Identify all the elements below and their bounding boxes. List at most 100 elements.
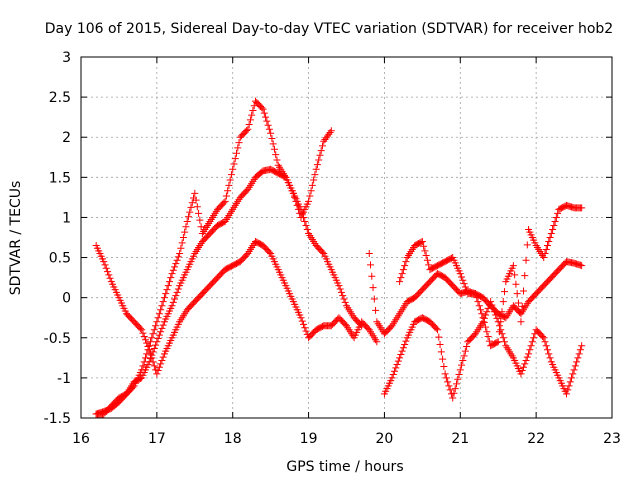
data-point-track-2 xyxy=(318,142,326,150)
data-point-track-5 xyxy=(523,241,531,249)
data-point-track-5 xyxy=(547,229,555,237)
data-point-track-2 xyxy=(149,330,157,338)
x-tick-label: 22 xyxy=(527,431,545,447)
data-point-track-4 xyxy=(565,382,573,390)
data-point-track-1 xyxy=(300,320,308,328)
data-point-track-5 xyxy=(401,262,409,270)
data-point-track-4 xyxy=(435,333,443,341)
data-point-track-4 xyxy=(450,389,458,397)
data-point-track-2 xyxy=(220,199,228,207)
data-point-track-2 xyxy=(230,160,238,168)
data-point-track-4 xyxy=(495,322,503,330)
data-point-track-1 xyxy=(155,363,163,371)
data-point-track-2 xyxy=(178,239,186,247)
data-point-track-4 xyxy=(436,340,444,348)
data-point-track-4 xyxy=(538,332,546,340)
data-point-track-4 xyxy=(499,334,507,342)
data-point-track-5 xyxy=(417,238,425,246)
data-point-track-2 xyxy=(263,117,271,125)
data-point-track-3 xyxy=(173,288,181,296)
data-point-track-5 xyxy=(475,302,483,310)
data-point-track-1 xyxy=(136,324,144,332)
data-point-track-5 xyxy=(456,270,464,278)
data-point-track-4 xyxy=(574,354,582,362)
data-point-track-2 xyxy=(176,250,184,258)
data-point-track-3 xyxy=(169,298,177,306)
data-point-track-2 xyxy=(162,290,170,298)
data-point-track-2 xyxy=(150,326,158,334)
data-point-track-4 xyxy=(393,361,401,369)
data-point-track-4 xyxy=(432,324,440,332)
data-point-track-5 xyxy=(554,209,562,217)
data-point-track-2 xyxy=(259,105,267,113)
data-point-track-5 xyxy=(477,306,485,314)
data-point-track-2 xyxy=(139,362,147,370)
data-point-track-3 xyxy=(147,355,155,363)
data-point-track-1 xyxy=(139,329,147,337)
data-point-track-3 xyxy=(150,344,158,352)
data-point-track-2 xyxy=(270,145,278,153)
data-point-track-2 xyxy=(273,156,281,164)
data-point-track-3 xyxy=(298,209,306,217)
data-points xyxy=(92,97,586,418)
data-point-track-2 xyxy=(172,260,180,268)
data-point-track-4 xyxy=(575,350,583,358)
data-point-track-2 xyxy=(173,256,181,264)
data-point-track-2 xyxy=(234,144,242,152)
data-point-track-1 xyxy=(141,336,149,344)
data-point-track-4 xyxy=(441,370,449,378)
data-point-track-2 xyxy=(267,129,275,137)
data-point-track-4 xyxy=(398,347,406,355)
data-point-track-1 xyxy=(102,264,110,272)
data-point-track-4 xyxy=(401,340,409,348)
data-point-track-3 xyxy=(302,221,310,229)
data-point-track-3 xyxy=(340,295,348,303)
data-point-track-5 xyxy=(520,287,527,295)
data-point-track-2 xyxy=(157,306,165,314)
data-point-track-4 xyxy=(458,361,466,369)
data-point-track-4 xyxy=(399,344,407,352)
data-point-track-3 xyxy=(301,217,309,225)
data-point-track-5 xyxy=(398,270,406,278)
data-point-track-6 xyxy=(367,261,375,269)
data-point-track-2 xyxy=(158,302,166,310)
data-point-track-4 xyxy=(570,366,578,374)
data-point-track-5 xyxy=(460,280,468,288)
data-point-track-3 xyxy=(148,351,156,359)
data-point-track-5 xyxy=(521,272,529,280)
data-point-track-5 xyxy=(511,271,519,279)
data-point-track-3 xyxy=(297,205,305,213)
data-point-track-1 xyxy=(301,324,309,332)
data-point-track-5 xyxy=(418,238,426,246)
data-point-track-3 xyxy=(358,322,366,330)
data-point-track-3 xyxy=(337,288,345,296)
data-point-track-4 xyxy=(463,342,471,350)
data-point-track-5 xyxy=(512,280,520,288)
data-point-track-2 xyxy=(152,322,160,330)
data-point-track-5 xyxy=(459,276,467,284)
data-point-track-2 xyxy=(265,125,273,133)
data-point-track-5 xyxy=(422,252,430,260)
data-point-track-3 xyxy=(153,338,161,346)
data-point-track-3 xyxy=(339,292,347,300)
data-point-track-5 xyxy=(484,332,492,340)
data-point-track-2 xyxy=(305,197,313,205)
data-point-track-4 xyxy=(389,371,397,379)
data-point-track-5 xyxy=(551,217,559,225)
data-point-track-5 xyxy=(483,328,491,336)
data-point-track-3 xyxy=(154,334,162,342)
data-point-track-5 xyxy=(495,328,503,336)
data-point-track-5 xyxy=(541,250,549,258)
y-tick-label: -1 xyxy=(57,371,71,387)
y-axis-label: SDTVAR / TECUs xyxy=(8,181,24,296)
data-point-track-1 xyxy=(138,326,146,334)
data-point-track-2 xyxy=(160,294,168,302)
data-point-track-2 xyxy=(313,161,321,169)
data-point-track-5 xyxy=(420,242,428,250)
x-axis-label: GPS time / hours xyxy=(286,459,403,475)
data-point-track-5 xyxy=(509,262,517,270)
data-point-track-4 xyxy=(542,342,550,350)
x-tick-label: 18 xyxy=(224,431,242,447)
data-point-track-4 xyxy=(501,338,509,346)
data-point-track-4 xyxy=(483,308,491,316)
